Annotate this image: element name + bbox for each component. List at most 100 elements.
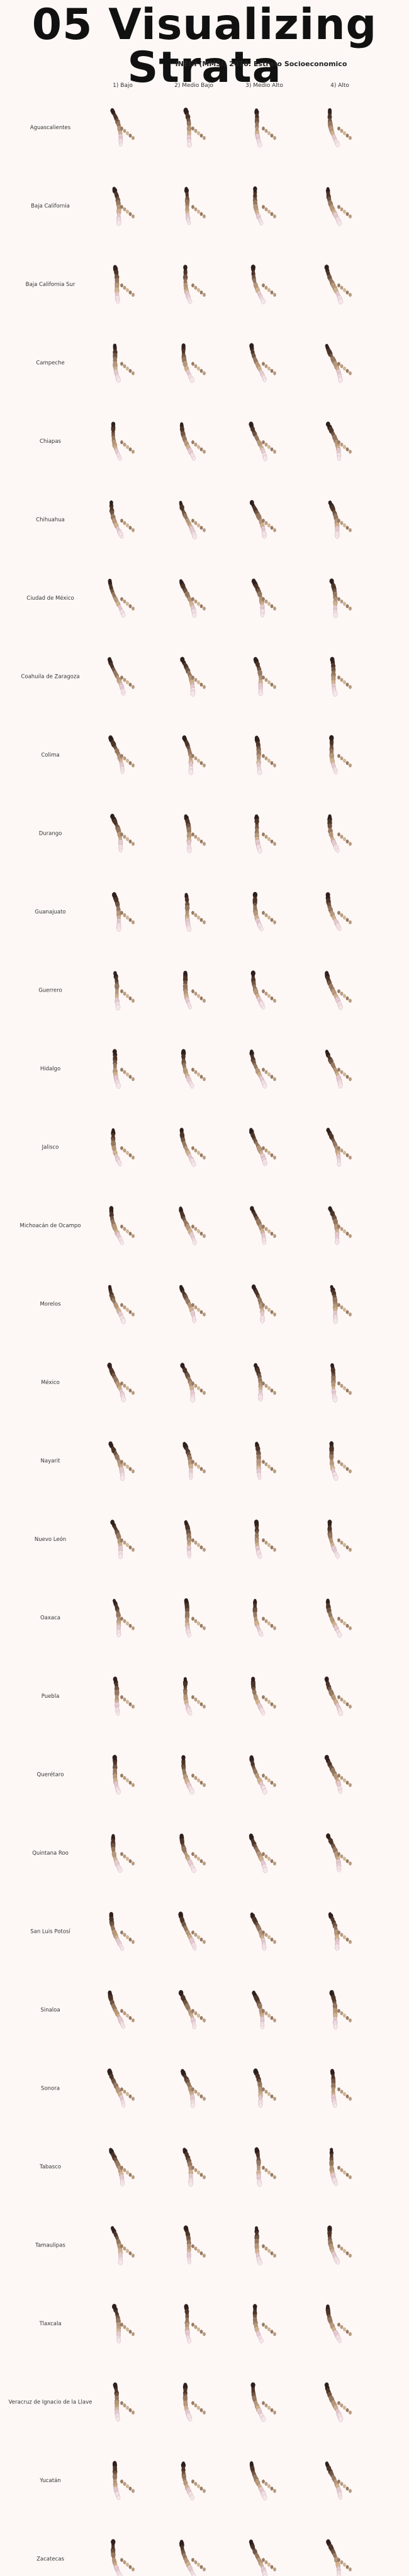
state-mark: [194, 442, 198, 447]
state-mark: [340, 129, 344, 134]
state-mark: [349, 2097, 352, 2101]
state-mark: [337, 1381, 341, 1386]
state-mark: [203, 2253, 206, 2258]
state-mark: [203, 1312, 206, 1317]
state-mark: [349, 1469, 352, 1474]
state-mark: [337, 2573, 341, 2576]
map-cell: [250, 264, 277, 304]
state-mark: [123, 756, 126, 761]
state-mark: [199, 1859, 203, 1863]
state-mark: [120, 2479, 123, 2484]
state-mark: [197, 993, 201, 999]
state-mark: [349, 2018, 352, 2023]
state-mark: [270, 1545, 274, 1550]
state-mark: [257, 2180, 262, 2187]
state-mark: [194, 2090, 198, 2094]
state-mark: [199, 2330, 203, 2334]
state-mark: [123, 521, 126, 525]
state-mark: [120, 1617, 123, 1621]
state-mark: [194, 1697, 198, 1702]
map-cell: [110, 813, 135, 853]
row-label: Colima: [41, 752, 59, 758]
state-row: Tlaxcala: [38, 2303, 352, 2344]
state-mark: [273, 1783, 277, 1787]
state-mark: [199, 447, 203, 452]
map-cell: [249, 343, 277, 382]
state-mark: [125, 1150, 129, 1155]
state-mark: [120, 1240, 125, 1245]
state-mark: [337, 1146, 341, 1150]
state-mark: [345, 839, 349, 844]
state-mark: [349, 2488, 352, 2493]
state-mark: [262, 597, 266, 602]
state-mark: [131, 999, 135, 1003]
state-mark: [262, 1303, 266, 1307]
state-mark: [270, 1310, 274, 1315]
state-mark: [191, 675, 195, 680]
state-mark: [125, 2562, 129, 2567]
state-mark: [203, 763, 206, 768]
state-mark: [191, 1695, 195, 1700]
state-mark: [123, 2325, 126, 2330]
state-mark: [337, 2008, 341, 2013]
state-mark: [343, 758, 347, 763]
state-mark: [343, 680, 347, 685]
state-mark: [123, 835, 126, 839]
state-mark: [262, 1852, 266, 1857]
row-label: Nuevo León: [35, 1536, 66, 1543]
state-mark: [267, 1543, 271, 1547]
state-mark: [203, 1469, 206, 1474]
state-mark: [337, 989, 341, 993]
state-mark: [343, 837, 347, 842]
map-cell: [327, 2225, 352, 2265]
state-mark: [257, 769, 262, 776]
state-mark: [194, 364, 198, 369]
state-mark: [264, 1619, 268, 1623]
column-label: 4) Alto: [330, 83, 349, 89]
state-mark: [262, 1538, 266, 1543]
state-mark: [197, 209, 201, 214]
state-row: Baja California Sur: [26, 264, 352, 305]
state-row: Zacatecas: [36, 2539, 352, 2576]
state-mark: [337, 2401, 341, 2405]
state-mark: [203, 528, 206, 532]
state-mark: [343, 2013, 347, 2018]
state-mark: [343, 602, 347, 606]
state-mark: [262, 362, 266, 366]
state-mark: [125, 2013, 129, 2018]
state-mark: [194, 129, 198, 134]
state-mark: [337, 1303, 341, 1307]
state-mark: [131, 1704, 135, 1709]
state-mark: [131, 1547, 135, 1552]
state-mark: [199, 1780, 203, 1785]
state-mark: [128, 1623, 132, 1629]
state-mark: [270, 2016, 274, 2020]
state-mark: [345, 134, 349, 138]
map-cell: [182, 1676, 206, 1716]
state-row: Oaxaca: [40, 1598, 352, 1638]
state-mark: [334, 770, 338, 774]
state-mark: [190, 690, 196, 697]
row-label: Jalisco: [42, 1145, 59, 1151]
state-mark: [125, 1543, 129, 1547]
map-cell: [112, 186, 135, 226]
state-mark: [340, 1540, 344, 1545]
state-mark: [194, 1933, 198, 1937]
state-mark: [343, 993, 347, 999]
state-mark: [267, 837, 271, 842]
state-mark: [193, 1946, 197, 1951]
state-mark: [337, 1632, 342, 1638]
map-cell: [330, 2068, 352, 2108]
state-mark: [340, 1462, 344, 1467]
state-mark: [262, 1083, 267, 1089]
map-cell: [324, 1755, 352, 1794]
map-cell: [254, 108, 277, 148]
state-mark: [192, 534, 197, 540]
state-mark: [267, 1229, 271, 1234]
state-mark: [264, 992, 268, 996]
state-mark: [128, 682, 132, 687]
state-mark: [335, 1554, 340, 1559]
state-mark: [191, 2573, 196, 2576]
state-mark: [203, 1234, 206, 1239]
state-mark: [194, 835, 198, 839]
